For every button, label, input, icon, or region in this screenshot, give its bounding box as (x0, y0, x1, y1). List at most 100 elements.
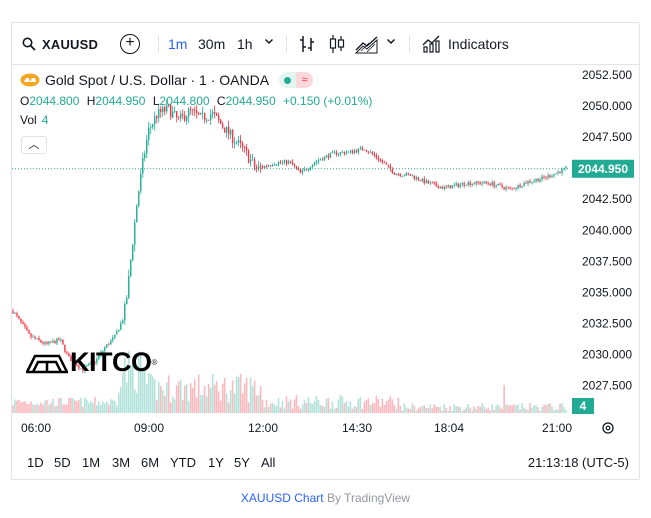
volume-bar (225, 393, 228, 413)
candle (489, 183, 491, 186)
volume-bar (153, 379, 156, 413)
candle (341, 150, 344, 153)
candle (325, 154, 328, 159)
candle (130, 258, 132, 278)
candle (124, 301, 126, 325)
axis-settings-icon[interactable] (602, 422, 614, 434)
candle (399, 172, 401, 178)
candle (461, 182, 463, 187)
volume-bar (349, 401, 352, 413)
volume-bar (211, 374, 214, 413)
candle (355, 149, 358, 154)
candle (527, 180, 529, 187)
volume-bar (321, 405, 324, 413)
volume-bar (551, 406, 553, 413)
volume-bar (159, 386, 162, 413)
bar-style-button[interactable] (298, 34, 316, 59)
chart-style-dropdown[interactable] (386, 35, 396, 49)
volume-bar (469, 407, 471, 413)
candle (142, 152, 144, 179)
indicators-icon (422, 35, 440, 53)
volume-bar (277, 398, 280, 413)
range-6m[interactable]: 6M (141, 455, 160, 470)
volume-bar (485, 409, 487, 413)
candle (349, 149, 352, 155)
candle (269, 165, 272, 167)
timeframe-1h[interactable]: 1h (237, 36, 253, 52)
range-ytd[interactable]: YTD (170, 455, 196, 470)
chart-link[interactable]: XAUUSD Chart (240, 491, 324, 505)
volume-bar (483, 406, 485, 413)
candle (112, 334, 114, 343)
symbol-search[interactable]: XAUUSD (22, 23, 98, 65)
volume-bar (309, 403, 312, 413)
volume-bar (279, 407, 282, 413)
volume-bar (72, 397, 74, 413)
candle (30, 332, 32, 340)
candle (345, 149, 348, 156)
market-status-pill[interactable]: ≈ (279, 72, 314, 88)
volume-bar (511, 405, 513, 413)
range-5d[interactable]: 5D (54, 455, 71, 470)
volume-bar (313, 401, 316, 413)
volume-bar (301, 404, 304, 413)
clock-timezone[interactable]: 21:13:18 (UTC-5) (527, 455, 629, 470)
area-style-button[interactable] (354, 34, 379, 59)
candle (303, 166, 306, 172)
volume-bar (98, 401, 100, 413)
candle (307, 167, 310, 173)
range-1m[interactable]: 1M (82, 455, 101, 470)
volume-bar (243, 383, 246, 413)
search-icon (22, 37, 36, 51)
candle (271, 163, 274, 167)
price-chart[interactable]: 2052.5002050.0002047.5002045.0002042.500… (12, 65, 639, 450)
volume-bar (491, 404, 493, 413)
candle (243, 145, 246, 153)
volume-bar (513, 404, 515, 413)
collapse-legend-button[interactable]: ︿ (21, 136, 47, 154)
candle (293, 163, 296, 168)
candle-style-button[interactable] (328, 34, 346, 59)
range-1y[interactable]: 1Y (208, 455, 224, 470)
bar-chart-icon (300, 36, 314, 52)
volume-bar (263, 407, 266, 413)
volume-bar (357, 398, 360, 413)
volume-bar (385, 401, 388, 413)
candle (36, 337, 38, 340)
candle (140, 168, 142, 195)
candle (219, 118, 222, 125)
candle (203, 112, 206, 124)
volume-bar (58, 397, 60, 413)
volume-value: 4 (41, 113, 49, 127)
volume-bar (389, 396, 392, 413)
candle (168, 103, 170, 108)
volume-bar (417, 408, 420, 413)
range-1d[interactable]: 1D (27, 455, 44, 470)
candle (437, 184, 439, 189)
volume-bar (227, 402, 230, 413)
volume-bar (239, 373, 242, 413)
candle (391, 167, 394, 174)
timeframe-30m[interactable]: 30m (198, 36, 226, 52)
candle (455, 181, 457, 187)
timeframe-1m[interactable]: 1m (168, 36, 188, 52)
candle (427, 179, 429, 184)
candle (146, 134, 148, 158)
volume-bar (169, 402, 172, 413)
volume-bar (177, 381, 180, 413)
candle (467, 180, 469, 187)
range-5y[interactable]: 5Y (234, 455, 250, 470)
candle (319, 157, 322, 161)
volume-bar (327, 398, 330, 413)
range-3m[interactable]: 3M (112, 455, 131, 470)
volume-bar (191, 387, 194, 413)
volume-bar (337, 399, 340, 413)
volume-bar (423, 405, 426, 413)
volume-bar (20, 402, 22, 413)
indicators-button[interactable]: Indicators (422, 23, 509, 65)
range-all[interactable]: All (261, 455, 276, 470)
tradingview-credit[interactable]: By TradingView (326, 491, 411, 505)
volume-bar (14, 399, 16, 413)
compare-symbol-button[interactable]: + (120, 34, 140, 54)
timeframe-dropdown[interactable] (264, 35, 274, 49)
